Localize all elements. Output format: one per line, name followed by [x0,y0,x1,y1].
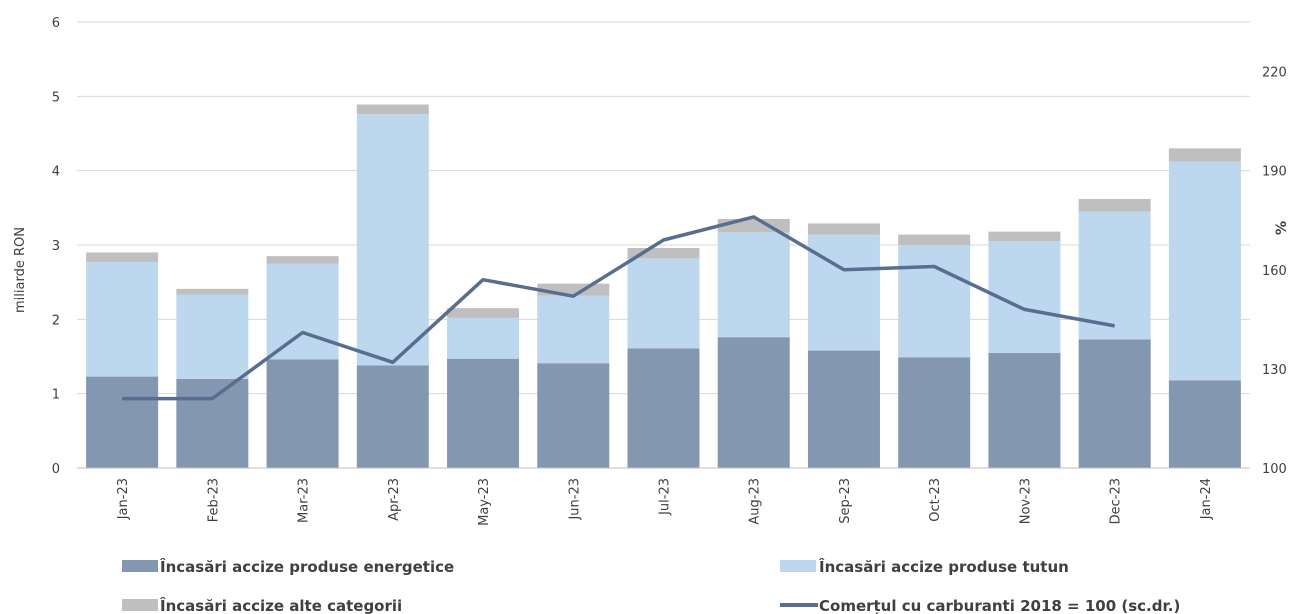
x-tick-label: Feb-23 [206,478,221,522]
x-tick-label: Apr-23 [387,478,402,521]
bar-alte-jan-24 [1168,148,1241,162]
bar-alte-nov-23 [988,231,1061,242]
bar-alte-jun-23 [537,283,610,296]
bar-alte-may-23 [447,308,520,318]
bar-alte-jan-23 [86,252,159,263]
x-tick-label: Jan-24 [1199,478,1214,520]
bar-energetice-oct-23 [898,357,971,468]
bar-alte-feb-23 [176,288,249,295]
left-axis-ticks: 0 1 2 3 4 5 6 [52,16,60,477]
right-axis-ticks: 100 130 160 190 220 [1262,66,1287,477]
y-right-tick-label: 220 [1262,66,1287,81]
bar-alte-apr-23 [356,104,429,115]
bar-energetice-may-23 [447,358,520,468]
bar-tutun-oct-23 [898,245,971,358]
bar-energetice-aug-23 [717,337,790,468]
y-left-tick-label: 2 [52,313,60,328]
x-tick-label: May-23 [477,478,492,526]
x-tick-label: Jul-23 [658,478,673,516]
bar-energetice-sep-23 [807,350,880,468]
bar-alte-sep-23 [807,223,880,235]
bar-energetice-feb-23 [176,378,249,468]
x-tick-label: Aug-23 [748,478,763,525]
bar-tutun-aug-23 [717,232,790,338]
bar-energetice-jan-23 [86,376,159,468]
bar-tutun-feb-23 [176,294,249,379]
y-right-tick-label: 190 [1262,165,1287,180]
bar-tutun-mar-23 [266,263,339,360]
x-tick-label: Sep-23 [838,478,853,524]
bar-energetice-jan-24 [1168,380,1241,468]
bar-tutun-apr-23 [356,114,429,366]
legend-label-energetice: Încasări accize produse energetice [160,557,454,576]
x-tick-label: Jan-23 [116,478,131,520]
bar-energetice-jul-23 [627,348,700,468]
bar-tutun-jan-24 [1168,161,1241,381]
x-tick-label: Mar-23 [297,478,312,523]
x-tick-label: Nov-23 [1018,478,1033,524]
y-left-tick-label: 5 [52,90,60,105]
y-right-tick-label: 100 [1262,462,1287,477]
bar-energetice-mar-23 [266,359,339,468]
legend-swatch-alte [122,599,158,611]
legend-swatch-tutun [780,560,816,572]
bar-alte-jul-23 [627,247,700,259]
x-tick-label: Dec-23 [1109,478,1124,524]
y-axis-left-title: miliarde RON [13,227,28,313]
y-axis-right-title: % [1274,221,1290,235]
bars-layer [86,104,1241,468]
bar-tutun-may-23 [447,317,520,359]
y-left-tick-label: 1 [52,388,60,403]
y-left-tick-label: 4 [52,165,60,180]
bar-tutun-sep-23 [807,234,880,351]
line-carburanti [122,215,1116,401]
legend-label-tutun: Încasări accize produse tutun [819,557,1069,576]
y-left-tick-label: 6 [52,16,60,31]
y-right-tick-label: 130 [1262,363,1287,378]
line-layer [122,215,1116,401]
legend: Încasări accize produse energetice Încas… [122,557,1180,614]
bar-alte-dec-23 [1078,198,1151,212]
legend-label-alte: Încasări accize alte categorii [160,596,402,614]
bar-energetice-apr-23 [356,365,429,468]
y-left-tick-label: 0 [52,462,60,477]
bar-tutun-jun-23 [537,295,610,364]
bar-energetice-dec-23 [1078,339,1151,468]
bar-energetice-jun-23 [537,363,610,468]
y-left-tick-label: 3 [52,239,60,254]
bar-tutun-jul-23 [627,258,700,349]
y-right-tick-label: 160 [1262,264,1287,279]
x-tick-label: Jun-23 [567,478,582,521]
bar-tutun-dec-23 [1078,211,1151,340]
bar-energetice-nov-23 [988,352,1061,468]
legend-swatch-energetice [122,560,158,572]
bar-alte-mar-23 [266,256,339,264]
bar-alte-oct-23 [898,234,971,245]
x-axis-ticks: Jan-23 Feb-23 Mar-23 Apr-23 May-23 Jun-23 Jul-… [116,478,1214,526]
x-tick-label: Oct-23 [928,478,943,522]
legend-label-carburanti: Comerțul cu carburanti 2018 = 100 (sc.dr… [819,597,1180,614]
bar-tutun-jan-23 [86,262,159,377]
